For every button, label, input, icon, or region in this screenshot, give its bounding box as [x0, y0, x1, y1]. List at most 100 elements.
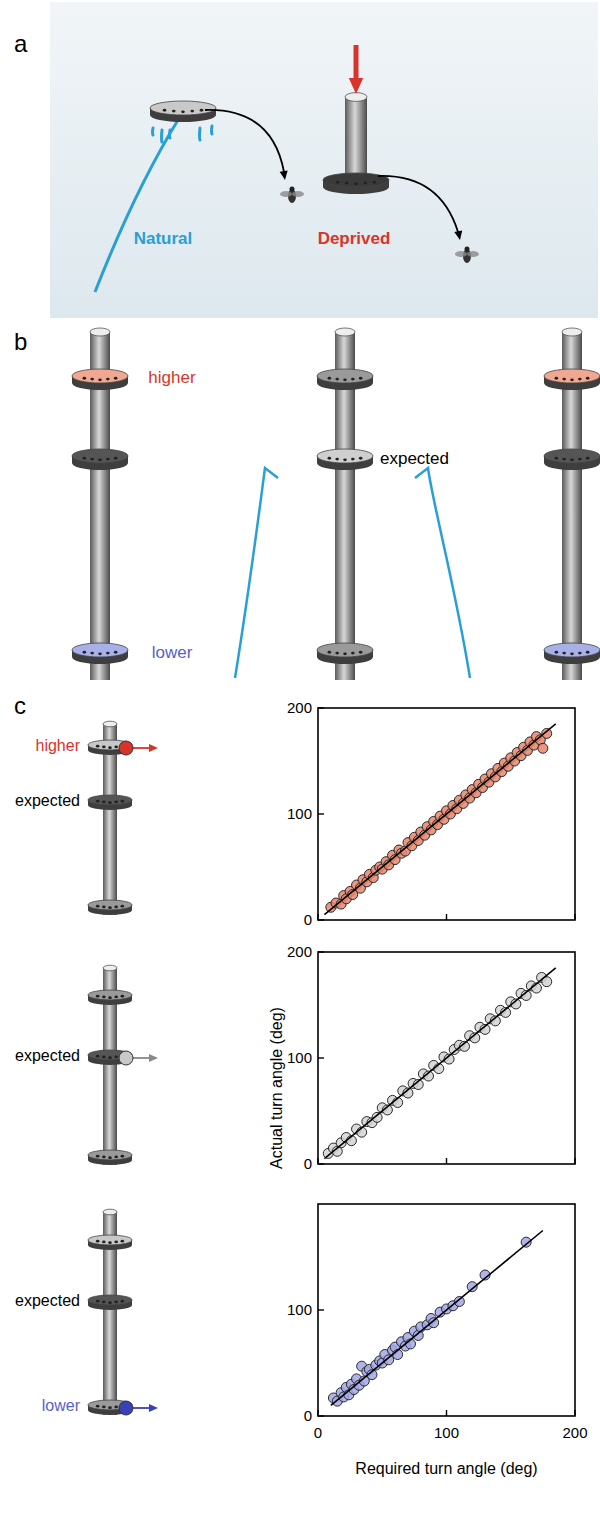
hole: [359, 651, 363, 654]
fly-position: [119, 1051, 133, 1065]
hole: [359, 457, 363, 460]
hole: [114, 1301, 118, 1304]
disk-top: [544, 643, 600, 657]
y-tick: [318, 1163, 324, 1164]
fly-position: [119, 1401, 133, 1415]
disk-top: [317, 643, 373, 657]
y-axis-title: Actual turn angle (deg): [268, 1007, 285, 1169]
hole: [328, 377, 332, 380]
hole: [102, 1241, 106, 1244]
panel-c: chigherexpectedexpectedexpectedlower: [14, 692, 158, 1415]
hole: [106, 378, 110, 381]
hole: [351, 652, 355, 655]
label: expected: [15, 1047, 80, 1064]
hole: [90, 378, 94, 381]
fly-head: [290, 187, 295, 192]
hole: [359, 377, 363, 380]
disk-top: [88, 990, 132, 1000]
disk-top: [317, 449, 373, 463]
label: higher: [36, 737, 81, 754]
hole: [335, 652, 339, 655]
disk-top: [72, 643, 128, 657]
panel-b: bhigherlowerexpected: [14, 328, 600, 680]
hole: [96, 995, 100, 998]
y-tick: [318, 1057, 324, 1058]
hole: [328, 651, 332, 654]
disk-top: [317, 369, 373, 383]
x-axis-title: Required turn angle (deg): [355, 1460, 537, 1477]
disk-top: [88, 795, 132, 805]
y-tick: [318, 951, 324, 952]
arrow-head: [280, 170, 288, 180]
hole: [555, 377, 559, 380]
scatter-chart: 0 100 200 Actual turn angle (deg): [268, 943, 575, 1172]
label: higher: [148, 368, 196, 387]
hole: [163, 109, 167, 112]
hole: [121, 1155, 125, 1158]
hole: [102, 1301, 106, 1304]
pole-top: [562, 328, 582, 336]
hole: [114, 906, 118, 909]
x-tick: [317, 1410, 318, 1416]
plot-frame: [318, 1204, 575, 1416]
x-tick: [574, 914, 575, 920]
fly-wing: [280, 191, 292, 197]
pole-top: [103, 721, 117, 727]
y-tick: [318, 707, 324, 708]
y-tick: [318, 919, 324, 920]
label: Natural: [134, 229, 193, 248]
hole: [106, 652, 110, 655]
arrow-head: [149, 744, 158, 752]
arrow-head: [454, 230, 462, 240]
panel-letter: b: [14, 328, 27, 355]
disk-top: [72, 449, 128, 463]
y-tick-label: 100: [287, 1049, 312, 1066]
disk-top: [88, 900, 132, 910]
hole: [90, 458, 94, 461]
plot-frame: [318, 952, 575, 1164]
y-tick-label: 0: [304, 1155, 312, 1172]
water-stalk: [235, 468, 278, 678]
pole-top: [103, 1209, 117, 1215]
hole: [108, 1406, 112, 1409]
hole: [108, 996, 112, 999]
hole: [98, 458, 102, 461]
water-stalk: [415, 468, 470, 678]
scatter-chart: 0100200: [287, 699, 575, 928]
hole: [114, 1241, 118, 1244]
hole: [570, 652, 574, 655]
fly-wing: [455, 251, 467, 257]
hole: [578, 458, 582, 461]
hole: [96, 1405, 100, 1408]
fit-line: [331, 1231, 543, 1406]
fit-line: [324, 724, 555, 915]
hole: [108, 746, 112, 749]
hole: [114, 746, 118, 749]
hole: [96, 800, 100, 803]
hole: [114, 457, 118, 460]
water-stalk: [95, 120, 178, 292]
pole: [103, 1212, 117, 1415]
droplet: [160, 130, 164, 142]
x-tick: [446, 1410, 447, 1416]
x-tick: [574, 1158, 575, 1164]
y-tick: [318, 1415, 324, 1416]
fly-wing: [292, 191, 304, 197]
y-tick-label: 200: [287, 943, 312, 960]
fly-head: [465, 247, 470, 252]
label: expected: [15, 792, 80, 809]
y-tick: [318, 813, 324, 814]
x-tick-label: 200: [562, 1424, 587, 1441]
hole: [108, 801, 112, 804]
hole: [345, 182, 349, 185]
hole: [83, 377, 87, 380]
panel-a: aNaturalDeprived: [14, 2, 598, 318]
fly-wing: [467, 251, 479, 257]
hole: [114, 996, 118, 999]
disk-top: [544, 369, 600, 383]
hole: [83, 651, 87, 654]
hole: [121, 995, 125, 998]
disk-top: [88, 1235, 132, 1245]
hole: [351, 458, 355, 461]
x-tick-label: 100: [434, 1424, 459, 1441]
